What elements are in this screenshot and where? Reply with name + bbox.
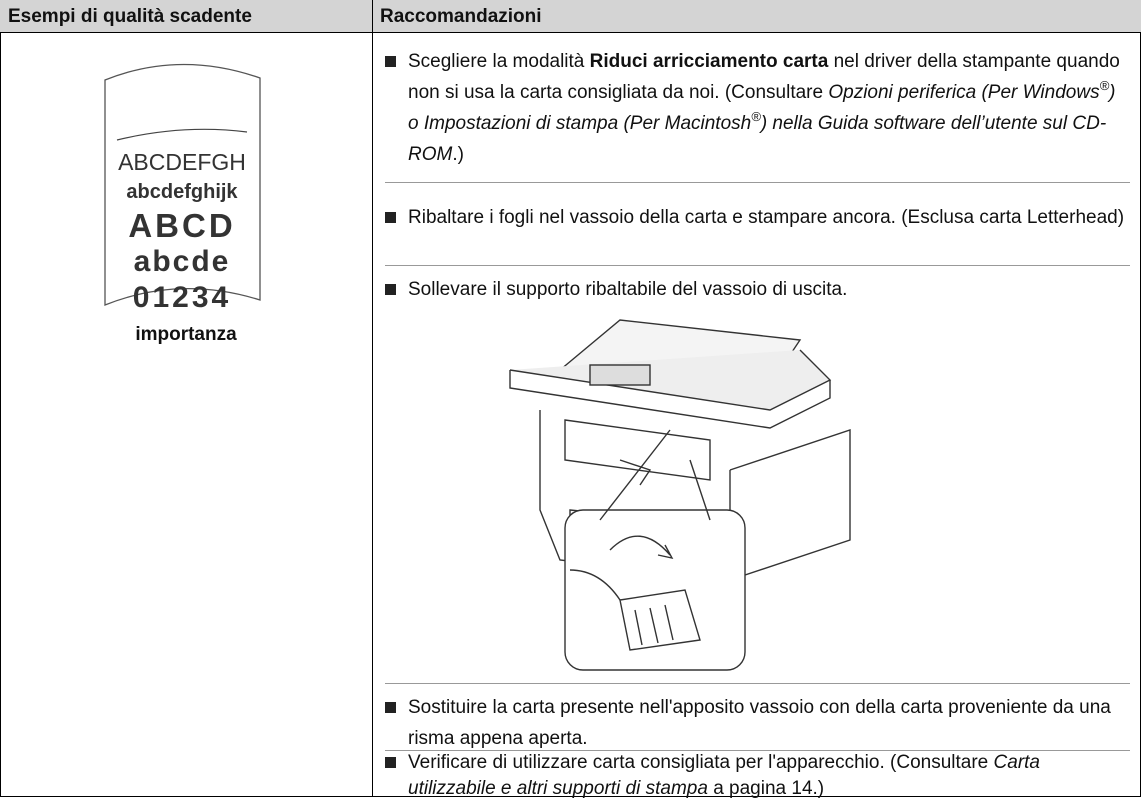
paper-line bbox=[116, 128, 248, 141]
sample-caption: importanza bbox=[135, 324, 237, 345]
text-run: Carta utilizzabile e altri supporti di s… bbox=[408, 752, 1040, 799]
list-item: Verificare di utilizzare carta consiglia… bbox=[408, 750, 1128, 802]
text-run: Ribaltare i fogli nel vassoio della cart… bbox=[408, 207, 1125, 228]
column-divider bbox=[372, 0, 373, 797]
text-run: Riduci arricciamento carta bbox=[589, 51, 829, 72]
bullet bbox=[385, 55, 396, 67]
text-run: ) nella Guida software dell’utente sul C… bbox=[408, 113, 1107, 165]
list-item: Ribaltare i fogli nel vassoio della cart… bbox=[408, 203, 1128, 232]
bullet bbox=[385, 757, 396, 768]
list-item: Sostituire la carta presente nell'apposi… bbox=[408, 692, 1128, 754]
bullet bbox=[385, 701, 396, 713]
text-run: Verificare di utilizzare carta consiglia… bbox=[408, 752, 994, 773]
printer-illustration bbox=[509, 319, 851, 671]
sample-text: abcde bbox=[134, 245, 231, 278]
paper-outline bbox=[104, 63, 261, 306]
separator bbox=[385, 750, 1130, 751]
text-run: ® bbox=[751, 109, 761, 124]
text-run: Opzioni periferica (Per Windows bbox=[828, 82, 1100, 103]
sample-text: 01234 bbox=[133, 281, 231, 314]
header-cell: Raccomandazioni bbox=[372, 0, 1141, 33]
text-run: Sollevare il supporto ribaltabile del va… bbox=[408, 279, 848, 300]
list-item: Sollevare il supporto ribaltabile del va… bbox=[408, 275, 1128, 305]
sample-text: abcdefghijk bbox=[126, 181, 238, 203]
text-run: Scegliere la modalità bbox=[408, 51, 590, 72]
separator bbox=[385, 683, 1130, 684]
text-run: a pagina 14.) bbox=[707, 778, 825, 799]
separator bbox=[385, 265, 1130, 266]
text-run: nel driver della stampante quando non si… bbox=[408, 51, 1120, 103]
header-cell: Esempi di qualità scadente bbox=[0, 0, 372, 33]
sample-text: ABCDEFGH bbox=[118, 149, 246, 175]
separator bbox=[385, 182, 1130, 183]
bullet bbox=[385, 211, 396, 223]
curled-paper-sample: ABCDEFGH abcdefghijk ABCD abcde 01234 bbox=[104, 63, 261, 314]
text-run: Sostituire la carta presente nell'apposi… bbox=[408, 697, 1111, 749]
list-item: Scegliere la modalità Riduci arricciamen… bbox=[408, 46, 1128, 170]
sample-text: ABCD bbox=[128, 207, 235, 244]
text-run: ® bbox=[1099, 78, 1110, 93]
bullet bbox=[385, 284, 396, 295]
text-run: ) o Impostazioni di stampa (Per Macintos… bbox=[408, 82, 1116, 134]
text-run: .) bbox=[452, 144, 464, 165]
